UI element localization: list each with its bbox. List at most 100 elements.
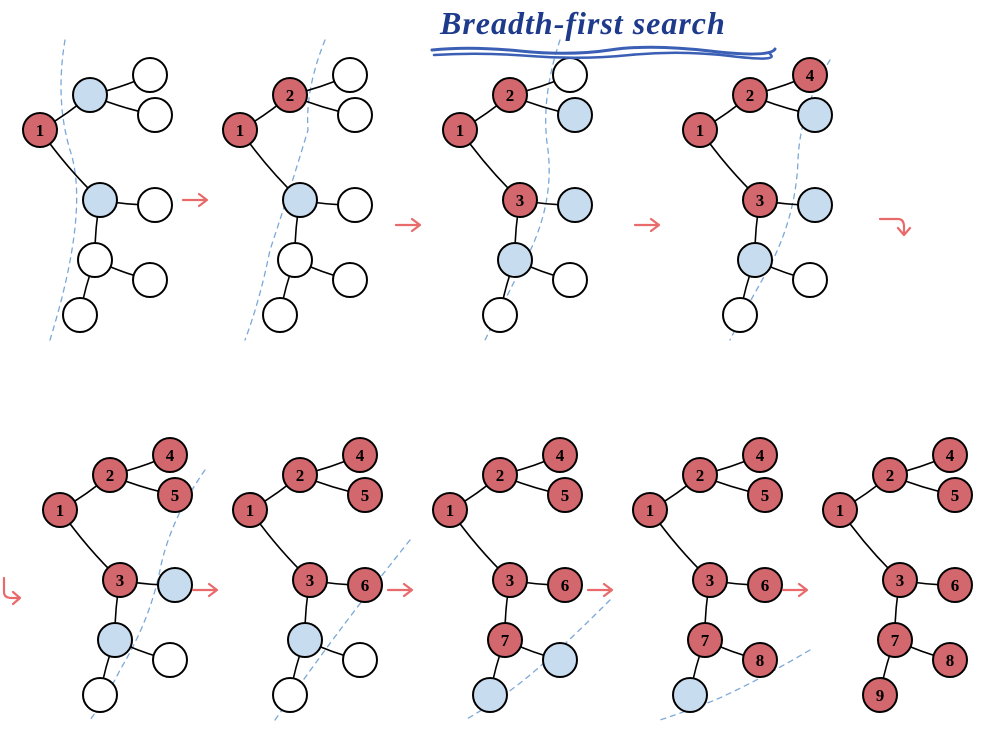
node-n8 xyxy=(793,263,827,297)
node-label: 2 xyxy=(506,86,515,105)
bfs-step-p5: 1 2 4 5 3 xyxy=(43,438,205,720)
node-label: 3 xyxy=(516,191,525,210)
node-label: 7 xyxy=(701,631,710,650)
node-label: 1 xyxy=(456,121,465,140)
node-label: 2 xyxy=(296,466,305,485)
node-n8 xyxy=(133,263,167,297)
node-n5 xyxy=(798,98,832,132)
node-label: 1 xyxy=(36,121,45,140)
node-n6 xyxy=(158,568,192,602)
arrow-icon xyxy=(183,194,207,206)
node-label: 2 xyxy=(746,86,755,105)
node-label: 3 xyxy=(306,571,315,590)
arrow-icon xyxy=(635,219,659,231)
node-n2 xyxy=(73,78,107,112)
bfs-step-p6: 1 2 4 5 3 6 xyxy=(233,438,410,720)
node-n7 xyxy=(78,243,112,277)
node-n8 xyxy=(333,263,367,297)
node-label: 1 xyxy=(696,121,705,140)
page-title: Breadth-first search xyxy=(440,5,726,42)
node-n6 xyxy=(338,188,372,222)
node-n4 xyxy=(133,58,167,92)
node-label: 1 xyxy=(646,501,655,520)
node-label: 3 xyxy=(896,571,905,590)
node-label: 5 xyxy=(561,486,570,505)
node-n9 xyxy=(273,678,307,712)
arrow-icon xyxy=(388,584,412,596)
node-label: 4 xyxy=(166,446,175,465)
bfs-step-p3: 1 2 3 xyxy=(443,40,592,340)
arrow-icon xyxy=(4,578,20,604)
node-n9 xyxy=(673,678,707,712)
arrow-icon xyxy=(880,219,910,235)
node-label: 6 xyxy=(951,576,960,595)
node-label: 3 xyxy=(756,191,765,210)
node-n7 xyxy=(278,243,312,277)
node-label: 4 xyxy=(806,66,815,85)
node-n8 xyxy=(543,643,577,677)
node-label: 6 xyxy=(561,576,570,595)
bfs-step-p7: 1 2 4 5 3 6 7 xyxy=(433,438,610,720)
node-n9 xyxy=(83,678,117,712)
node-label: 5 xyxy=(361,486,370,505)
node-label: 4 xyxy=(946,446,955,465)
node-label: 7 xyxy=(891,631,900,650)
node-label: 2 xyxy=(286,86,295,105)
node-label: 8 xyxy=(756,651,765,670)
node-label: 3 xyxy=(116,571,125,590)
node-n4 xyxy=(553,58,587,92)
bfs-step-p2: 12 xyxy=(223,40,372,340)
arrow-icon xyxy=(396,219,420,231)
arrow-icon xyxy=(193,584,217,596)
node-n5 xyxy=(338,98,372,132)
node-label: 7 xyxy=(501,631,510,650)
node-n6 xyxy=(138,188,172,222)
node-n5 xyxy=(138,98,172,132)
node-n3 xyxy=(283,183,317,217)
node-label: 1 xyxy=(246,501,255,520)
bfs-step-p9: 124536789 xyxy=(823,438,972,712)
node-label: 2 xyxy=(696,466,705,485)
node-n8 xyxy=(153,643,187,677)
node-label: 6 xyxy=(761,576,770,595)
node-n6 xyxy=(798,188,832,222)
node-label: 2 xyxy=(886,466,895,485)
node-label: 4 xyxy=(556,446,565,465)
node-label: 1 xyxy=(56,501,65,520)
node-label: 3 xyxy=(506,571,515,590)
node-n9 xyxy=(483,298,517,332)
node-label: 3 xyxy=(706,571,715,590)
node-label: 2 xyxy=(496,466,505,485)
bfs-step-p1: 1 xyxy=(23,40,172,340)
node-label: 6 xyxy=(361,576,370,595)
node-label: 1 xyxy=(836,501,845,520)
node-label: 4 xyxy=(756,446,765,465)
node-label: 1 xyxy=(236,121,245,140)
node-n8 xyxy=(343,643,377,677)
node-n4 xyxy=(333,58,367,92)
bfs-step-p4: 1 2 4 3 xyxy=(683,58,832,340)
node-n9 xyxy=(63,298,97,332)
diagram-canvas: 1121231243124531245361245367124536781245… xyxy=(0,0,1000,750)
node-label: 1 xyxy=(446,501,455,520)
node-label: 5 xyxy=(171,486,180,505)
node-label: 4 xyxy=(356,446,365,465)
node-n9 xyxy=(263,298,297,332)
node-label: 9 xyxy=(876,686,885,705)
arrow-icon xyxy=(588,584,612,596)
frontier-wave xyxy=(50,40,77,340)
title-underline xyxy=(430,44,780,60)
node-label: 8 xyxy=(946,651,955,670)
node-label: 2 xyxy=(106,466,115,485)
node-label: 5 xyxy=(761,486,770,505)
node-n9 xyxy=(473,678,507,712)
node-n7 xyxy=(98,623,132,657)
node-n8 xyxy=(553,263,587,297)
node-n6 xyxy=(558,188,592,222)
node-n3 xyxy=(83,183,117,217)
arrow-icon xyxy=(783,584,807,596)
node-n7 xyxy=(288,623,322,657)
bfs-step-p8: 1 2 4 5 3 6 7 8 xyxy=(633,438,810,720)
node-n5 xyxy=(558,98,592,132)
node-n9 xyxy=(723,298,757,332)
